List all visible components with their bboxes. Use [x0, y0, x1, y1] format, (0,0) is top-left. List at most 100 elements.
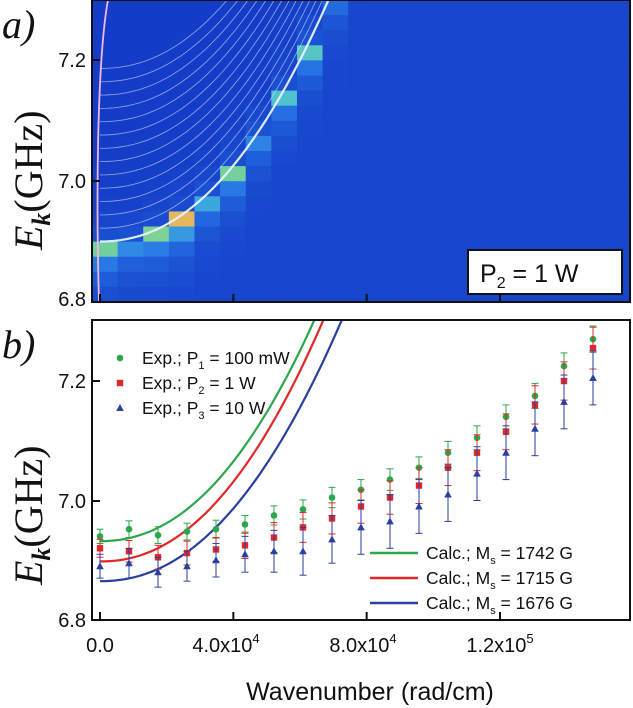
heatmap-cell	[501, 166, 529, 182]
heatmap-cell	[143, 241, 170, 258]
panel-b-ylabel: Ek(GHz)	[6, 445, 56, 586]
heatmap-cell	[476, 15, 503, 31]
heatmap-cell	[527, 166, 554, 182]
heatmap-cell	[527, 105, 554, 122]
heatmap-cell	[501, 105, 529, 122]
panel-a: 7.2 7.0 6.8 a) Ek(GHz) P2 = 1 W	[2, 0, 631, 311]
heatmap-cell	[143, 0, 170, 16]
heatmap-cell	[117, 271, 144, 288]
heatmap-cell	[373, 256, 400, 273]
heatmap-cell	[373, 241, 400, 258]
data-point	[531, 424, 539, 432]
heatmap-cell	[373, 211, 400, 227]
heatmap-cell	[220, 271, 247, 288]
ylabel-symbol: E	[6, 226, 51, 251]
heatmap-cell	[92, 211, 119, 227]
heatmap-cell	[322, 90, 349, 107]
heatmap-cell	[296, 286, 324, 302]
heatmap-cell	[92, 135, 119, 152]
heatmap-cell	[348, 256, 375, 273]
heatmap-cell	[194, 166, 221, 182]
data-point	[299, 506, 307, 513]
heatmap-cell	[373, 181, 400, 197]
heatmap-cell	[578, 135, 605, 152]
heatmap-cell	[168, 15, 195, 31]
heatmap-cell	[348, 181, 375, 197]
heatmap-cell	[220, 30, 247, 46]
data-point	[116, 404, 124, 411]
heatmap-cell	[476, 120, 503, 137]
heatmap-cell	[348, 105, 375, 122]
heatmap-cell	[245, 226, 272, 243]
heatmap-cell	[373, 271, 400, 288]
heatmap-cell	[143, 226, 170, 243]
heatmap-cell	[92, 256, 119, 273]
heatmap-cell	[168, 286, 195, 302]
dispersion-curve	[99, 0, 258, 109]
heatmap-cell	[168, 226, 195, 243]
heatmap-cell	[399, 166, 426, 182]
heatmap-cell	[476, 226, 503, 243]
dispersion-curve	[99, 0, 311, 203]
heatmap-cell	[399, 135, 426, 152]
ylabel-unit: (GHz)	[6, 110, 51, 212]
heatmap-cell	[604, 60, 630, 76]
heatmap-cell	[168, 151, 195, 167]
heatmap-cell	[220, 166, 247, 182]
heatmap-cell	[117, 90, 144, 107]
heatmap-cell	[399, 241, 426, 258]
heatmap-cell	[501, 135, 529, 152]
heatmap-cell	[92, 0, 119, 16]
heatmap-cell	[271, 226, 298, 243]
heatmap-cell	[604, 196, 630, 212]
heatmap-cell	[143, 166, 170, 182]
heatmap-cell	[604, 0, 630, 16]
heatmap	[92, 0, 630, 302]
heatmap-cell	[501, 15, 529, 31]
heatmap-cell	[399, 60, 426, 76]
heatmap-cell	[527, 181, 554, 197]
heatmap-cell	[245, 151, 272, 167]
heatmap-cell	[220, 45, 247, 61]
heatmap-cell	[271, 0, 298, 16]
heatmap-cell	[578, 105, 605, 122]
dispersion-curve	[99, 0, 323, 229]
heatmap-cell	[143, 211, 170, 227]
heatmap-cell	[194, 211, 221, 227]
heatmap-cell	[220, 241, 247, 258]
heatmap-cell	[143, 90, 170, 107]
heatmap-cell	[348, 45, 375, 61]
dispersion-curve	[99, 0, 330, 243]
heatmap-cell	[143, 120, 170, 137]
heatmap-cell	[168, 241, 195, 258]
heatmap-cell	[527, 135, 554, 152]
heatmap-cell	[322, 151, 349, 167]
data-point	[96, 545, 104, 552]
heatmap-cell	[425, 90, 452, 107]
heatmap-cell	[117, 60, 144, 76]
data-point	[444, 490, 452, 498]
heatmap-cell	[578, 0, 605, 16]
heatmap-cell	[245, 256, 272, 273]
heatmap-cell	[476, 196, 503, 212]
heatmap-cell	[194, 241, 221, 258]
heatmap-cell	[296, 45, 324, 61]
heatmap-cell	[450, 120, 477, 137]
heatmap-cell	[322, 226, 349, 243]
heatmap-cell	[553, 120, 580, 137]
heatmap-cell	[399, 45, 426, 61]
heatmap-cell	[373, 45, 400, 61]
heatmap-cell	[194, 30, 221, 46]
data-point	[241, 550, 249, 558]
heatmap-cell	[604, 166, 630, 182]
heatmap-cell	[373, 196, 400, 212]
dispersion-curve	[99, 0, 267, 123]
heatmap-cell	[578, 60, 605, 76]
heatmap-cell	[604, 30, 630, 46]
heatmap-cell	[476, 181, 503, 197]
heatmap-cell	[271, 151, 298, 167]
heatmap-cell	[117, 120, 144, 137]
heatmap-cell	[450, 181, 477, 197]
